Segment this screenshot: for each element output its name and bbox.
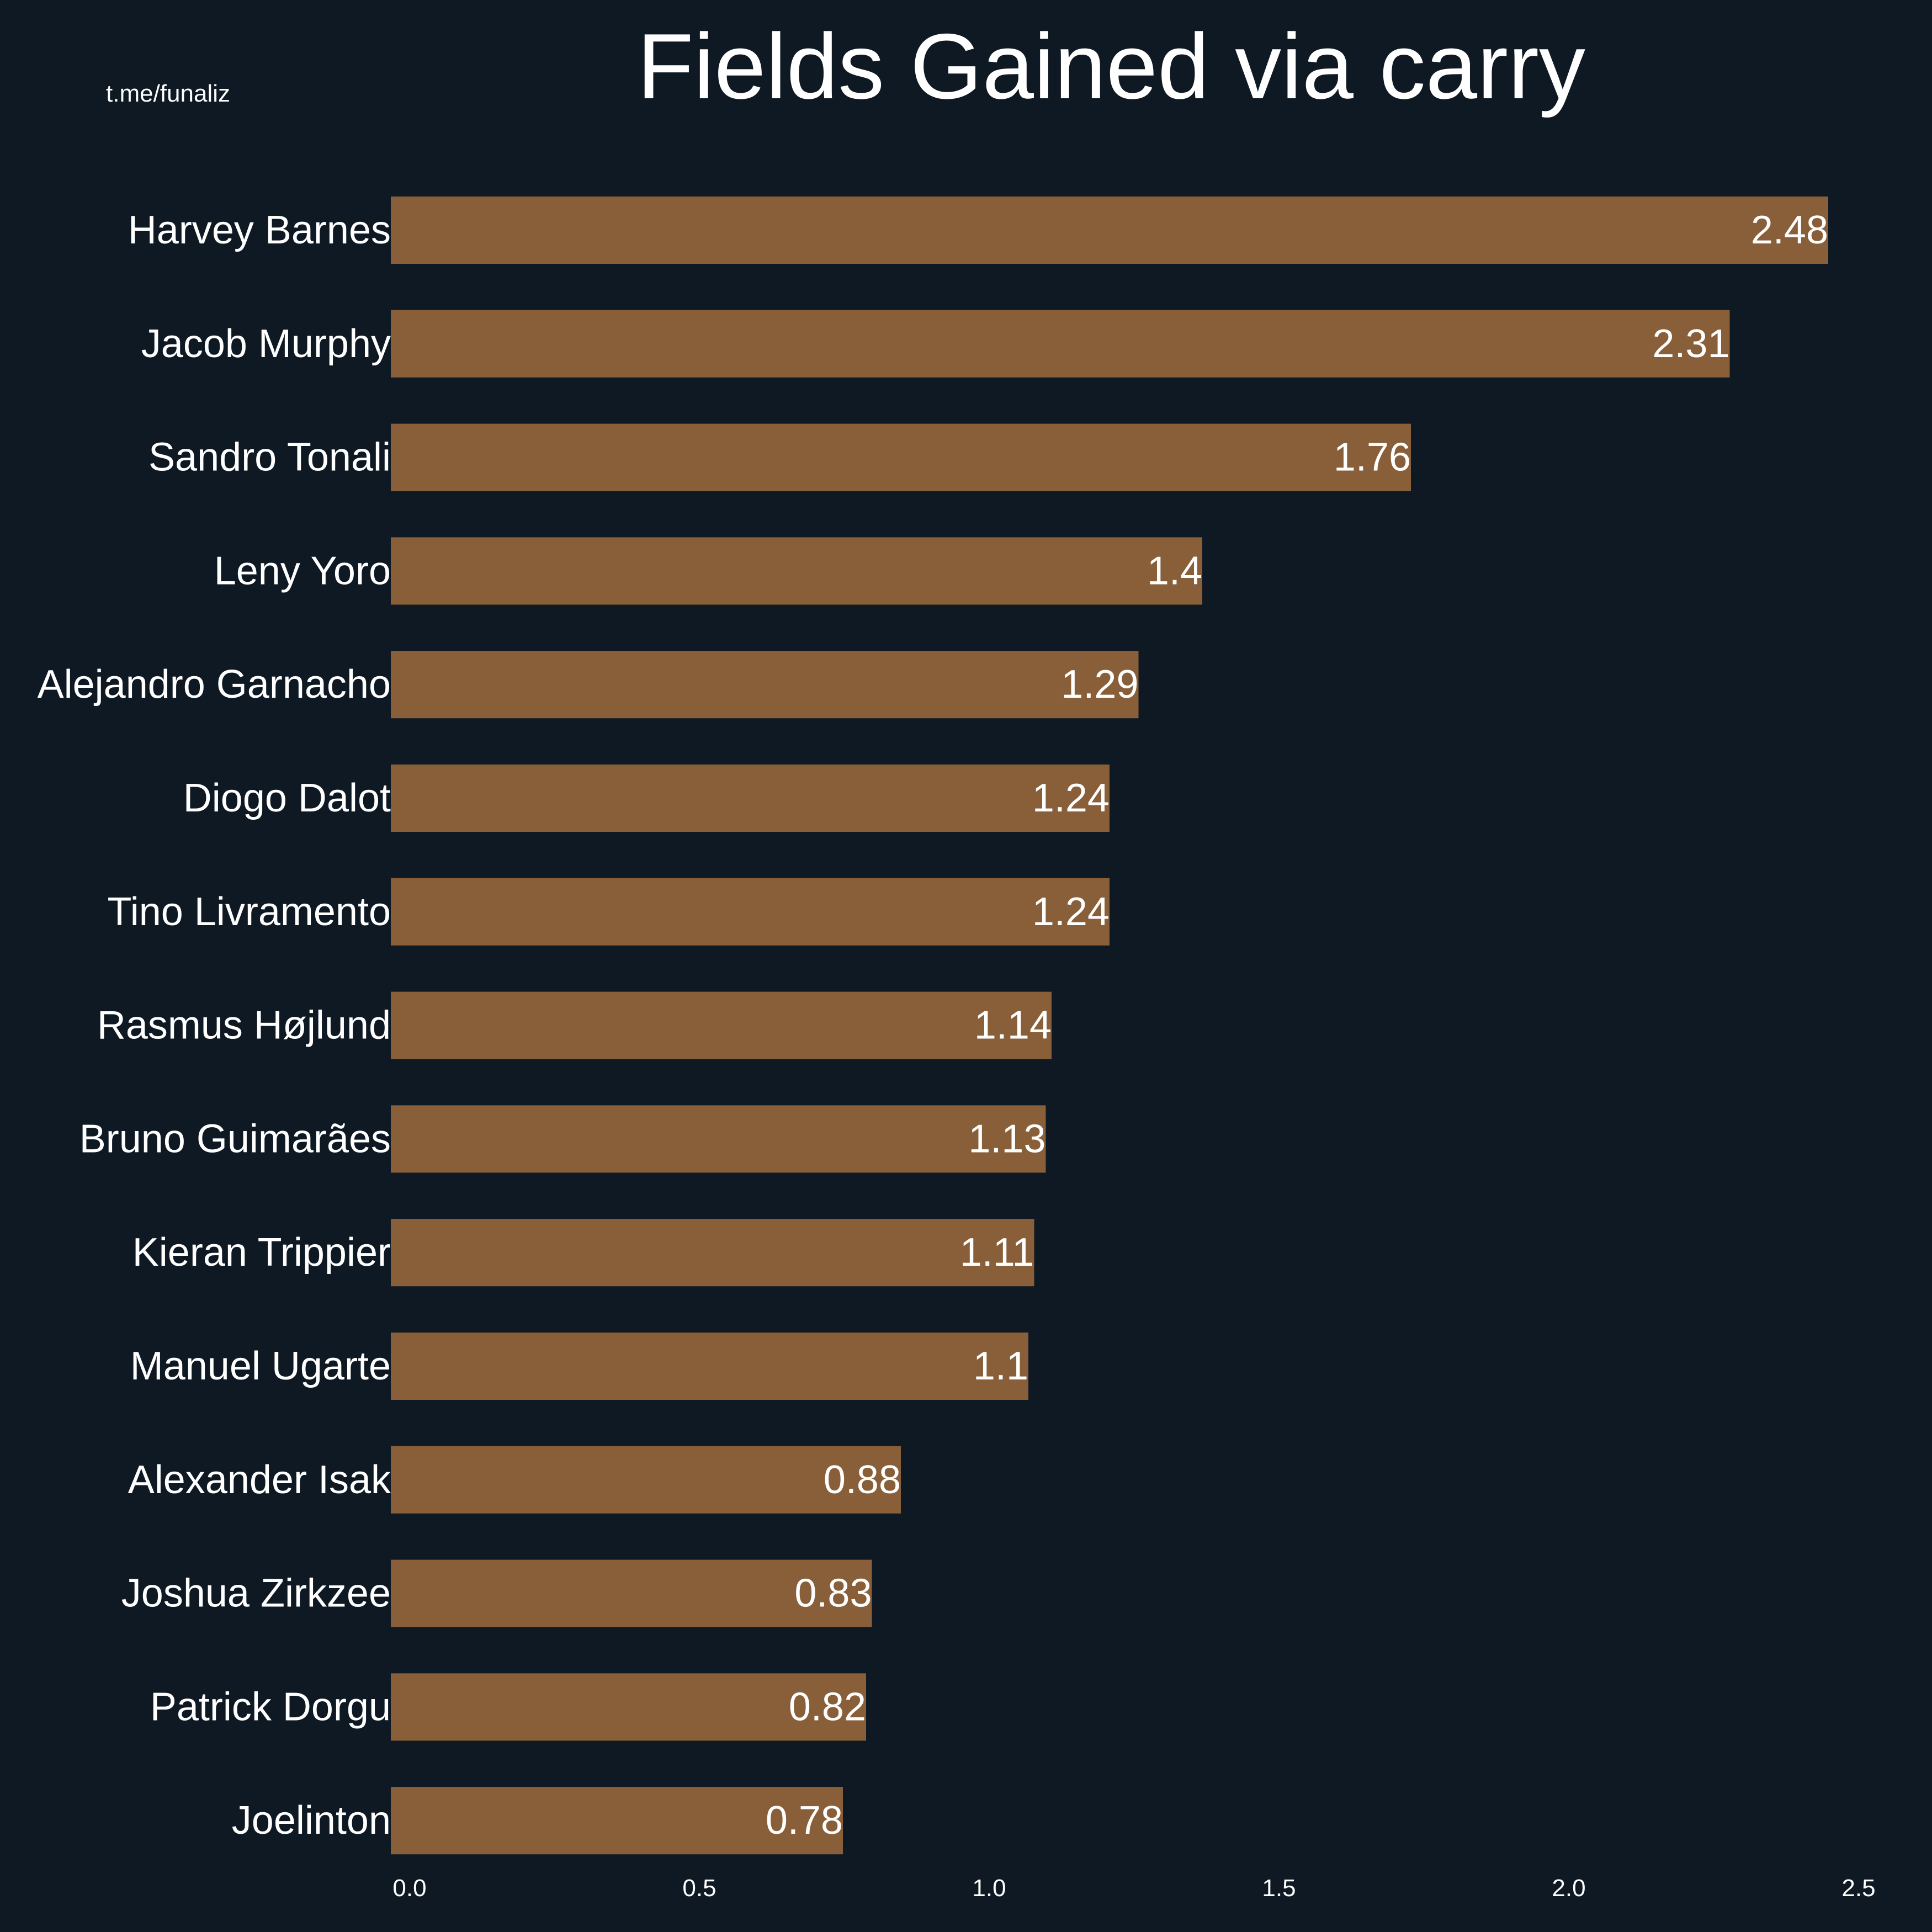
bar	[391, 310, 1730, 378]
category-label: Alexander Isak	[128, 1458, 391, 1502]
bar	[391, 1333, 1028, 1400]
category-label: Rasmus Højlund	[97, 1004, 391, 1048]
category-label: Leny Yoro	[214, 549, 391, 593]
bar	[391, 878, 1110, 946]
category-label: Joshua Zirkzee	[121, 1572, 391, 1616]
value-label: 0.88	[824, 1458, 901, 1502]
value-label: 1.24	[1032, 776, 1110, 820]
bar	[391, 1446, 901, 1514]
category-label: Diogo Dalot	[183, 776, 391, 820]
bars-layer	[391, 197, 1828, 1855]
bar	[391, 1559, 872, 1627]
value-label: 1.13	[968, 1117, 1045, 1161]
watermark: t.me/funaliz	[106, 80, 230, 107]
bar	[391, 651, 1139, 719]
x-tick-label: 1.0	[972, 1875, 1006, 1902]
value-label: 1.1	[973, 1344, 1028, 1388]
category-label: Joelinton	[232, 1798, 391, 1843]
x-tick-label: 0.5	[682, 1875, 716, 1902]
value-label: 1.29	[1061, 662, 1138, 707]
value-label: 1.24	[1032, 890, 1110, 934]
value-label: 2.31	[1652, 322, 1729, 366]
x-axis-ticks-layer: 0.0 0.5 1.0 1.5 2.0 2.5	[392, 1875, 1875, 1902]
bar	[391, 1105, 1046, 1173]
chart-title: Fields Gained via carry	[637, 14, 1585, 118]
bar	[391, 423, 1411, 491]
bar	[391, 197, 1828, 264]
bar	[391, 1219, 1034, 1287]
value-label: 1.11	[960, 1230, 1034, 1275]
bar	[391, 1673, 866, 1741]
category-label: Kieran Trippier	[132, 1230, 391, 1275]
value-label: 0.82	[789, 1685, 866, 1729]
bar	[391, 537, 1202, 605]
value-label: 2.48	[1751, 208, 1828, 252]
x-tick-label: 1.5	[1262, 1875, 1296, 1902]
value-label: 0.78	[766, 1798, 843, 1843]
bar	[391, 765, 1110, 832]
value-label: 1.76	[1334, 436, 1411, 480]
category-label: Alejandro Garnacho	[38, 662, 391, 707]
category-labels-layer: Harvey Barnes Jacob Murphy Sandro Tonali Le…	[38, 208, 391, 1843]
value-label: 1.4	[1147, 549, 1202, 593]
x-tick-label: 2.5	[1841, 1875, 1875, 1902]
category-label: Bruno Guimarães	[79, 1117, 391, 1161]
category-label: Sandro Tonali	[148, 436, 391, 480]
category-label: Patrick Dorgu	[150, 1685, 391, 1729]
value-label: 0.83	[794, 1572, 872, 1616]
category-label: Manuel Ugarte	[130, 1344, 391, 1388]
category-label: Jacob Murphy	[141, 322, 391, 366]
category-label: Tino Livramento	[107, 890, 391, 934]
bar	[391, 1787, 843, 1855]
value-labels-layer: 2.48 2.31 1.76 1.4 1.29 1.24 1.24 1.14 1.13 1.11 1…	[766, 208, 1828, 1843]
value-label: 1.14	[974, 1004, 1052, 1048]
bar	[391, 991, 1052, 1059]
category-label: Harvey Barnes	[128, 208, 391, 252]
x-tick-label: 2.0	[1552, 1875, 1585, 1902]
x-tick-label: 0.0	[392, 1875, 426, 1902]
